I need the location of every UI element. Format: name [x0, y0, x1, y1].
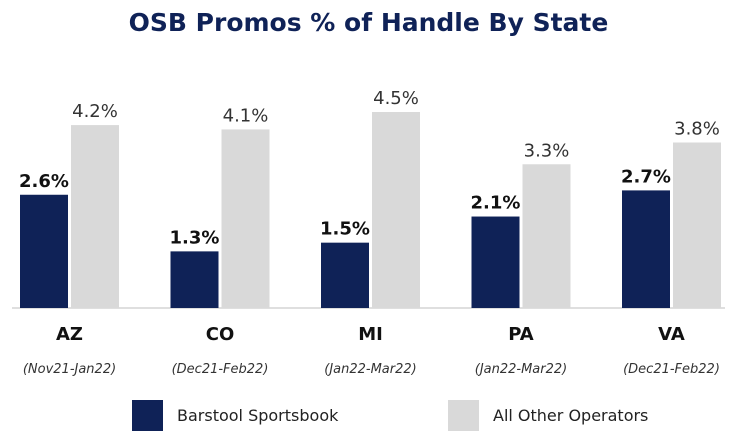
bar-barstool-mi: [321, 242, 369, 308]
data-label-barstool-mi: 1.5%: [320, 219, 370, 240]
bar-chart: 2.6% 4.2% AZ (Nov21-Jan22) 1.3% 4.1% CO (Dec21-…: [12, 88, 725, 377]
category-label-co: CO: [206, 324, 235, 345]
legend-swatch-barstool: [132, 400, 163, 431]
bar-barstool-va: [622, 190, 670, 308]
legend-swatch-others: [448, 400, 479, 431]
legend-label-barstool: Barstool Sportsbook: [177, 406, 339, 425]
data-label-barstool-az: 2.6%: [19, 171, 69, 192]
category-label-mi: MI: [358, 324, 383, 345]
bar-others-mi: [372, 112, 420, 308]
category-label-az: AZ: [56, 324, 83, 345]
data-label-barstool-va: 2.7%: [621, 166, 671, 187]
category-label-va: VA: [658, 324, 685, 345]
bar-others-va: [673, 142, 721, 308]
data-label-others-co: 4.1%: [223, 105, 269, 126]
legend-item-others: All Other Operators: [448, 400, 648, 431]
legend: Barstool Sportsbook All Other Operators: [0, 400, 737, 436]
bar-others-co: [221, 129, 270, 308]
chart-title: OSB Promos % of Handle By State: [128, 8, 609, 37]
period-label-mi: (Jan22-Mar22): [324, 362, 417, 377]
bar-barstool-pa: [471, 216, 520, 308]
bar-barstool-co: [170, 251, 219, 308]
period-label-va: (Dec21-Feb22): [623, 362, 720, 377]
legend-item-barstool: Barstool Sportsbook: [132, 400, 338, 431]
data-label-others-mi: 4.5%: [373, 88, 419, 109]
data-label-barstool-pa: 2.1%: [471, 193, 521, 214]
bar-others-az: [71, 125, 119, 308]
period-label-co: (Dec21-Feb22): [172, 362, 269, 377]
legend-label-others: All Other Operators: [493, 406, 649, 425]
bar-others-pa: [522, 164, 571, 308]
data-label-others-va: 3.8%: [674, 118, 720, 139]
category-label-pa: PA: [508, 324, 534, 345]
data-label-others-pa: 3.3%: [524, 140, 570, 161]
period-label-pa: (Jan22-Mar22): [475, 362, 568, 377]
bar-barstool-az: [20, 194, 68, 308]
period-label-az: (Nov21-Jan22): [23, 362, 116, 377]
data-label-barstool-co: 1.3%: [170, 227, 220, 248]
data-label-others-az: 4.2%: [72, 101, 118, 122]
